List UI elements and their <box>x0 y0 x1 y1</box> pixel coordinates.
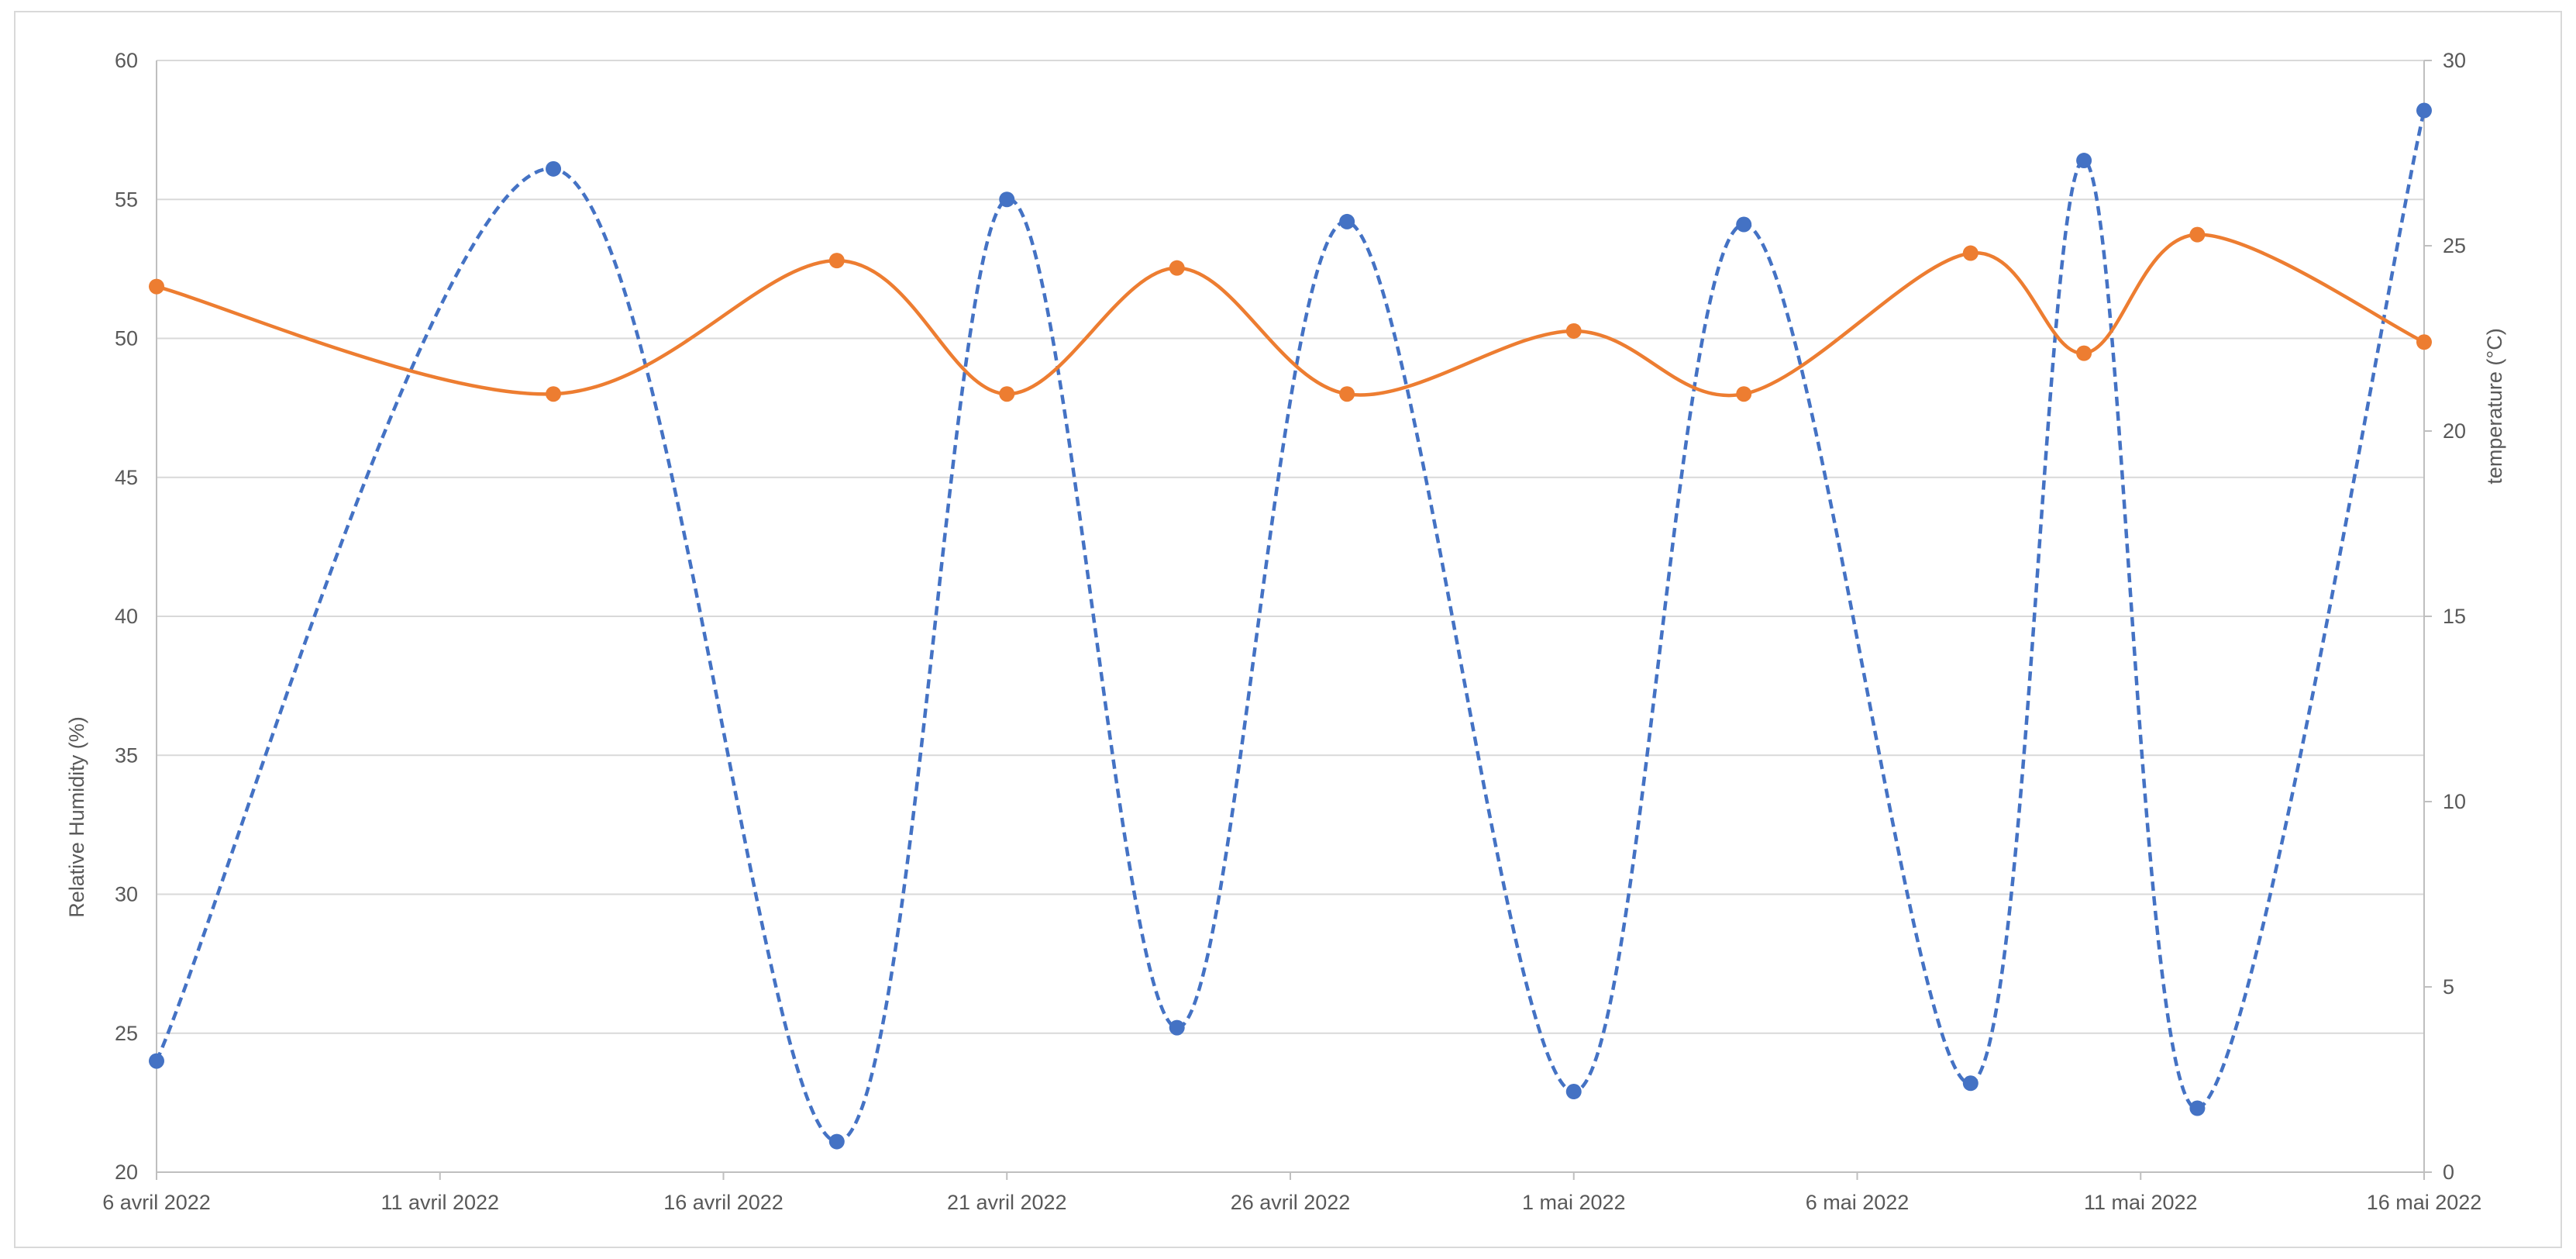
y-axis-title: Relative Humidity (%) <box>65 716 88 918</box>
x-tick-label: 6 avril 2022 <box>102 1191 211 1214</box>
y2-tick-label: 15 <box>2443 605 2466 628</box>
y-tick-label: 25 <box>115 1022 138 1045</box>
x-tick-label: 21 avril 2022 <box>947 1191 1067 1214</box>
x-tick-label: 1 mai 2022 <box>1522 1191 1626 1214</box>
series-1-point <box>1962 1075 1978 1092</box>
series-1-point <box>1339 213 1355 229</box>
y-tick-label: 40 <box>115 605 138 628</box>
series-1-line <box>154 110 2426 1143</box>
series-1-point <box>546 160 562 177</box>
y2-tick-label: 25 <box>2443 234 2466 257</box>
series-points <box>149 102 2432 1150</box>
series-2-point <box>2076 345 2092 361</box>
series-2-point <box>2189 226 2206 243</box>
y2-tick-label: 10 <box>2443 790 2466 813</box>
x-tick-label: 6 mai 2022 <box>1806 1191 1910 1214</box>
series-1-point <box>1169 1019 1185 1036</box>
series-1-point <box>828 1133 845 1150</box>
y-tick-label: 30 <box>115 883 138 906</box>
series-2-point <box>1339 386 1355 402</box>
x-tick-label: 16 mai 2022 <box>2367 1191 2482 1214</box>
y2-tick-label: 20 <box>2443 419 2466 443</box>
x-tick-label: 16 avril 2022 <box>663 1191 783 1214</box>
gridlines <box>157 60 2424 1173</box>
series-2-point <box>828 253 845 269</box>
y2-tick-label: 5 <box>2443 975 2454 999</box>
series-2-point <box>999 386 1015 402</box>
series-2-point <box>2416 334 2432 350</box>
series-2-point <box>1565 323 1582 339</box>
series-2-line <box>156 233 2425 398</box>
series-2-point <box>1169 260 1185 276</box>
series-1-point <box>999 191 1015 208</box>
x-tick-label: 26 avril 2022 <box>1231 1191 1351 1214</box>
series-1-point <box>1736 216 1752 233</box>
y-tick-label: 50 <box>115 327 138 350</box>
series-1-point <box>1565 1084 1582 1100</box>
x-tick-label: 11 mai 2022 <box>2084 1191 2198 1214</box>
y-tick-label: 35 <box>115 743 138 767</box>
series-2-point <box>1736 386 1752 402</box>
right-axis-ticks: 0 5 10 15 20 25 30 <box>2424 49 2466 1184</box>
y2-axis-title: temperature (°C) <box>2483 328 2506 484</box>
y-tick-label: 45 <box>115 466 138 489</box>
series-lines <box>154 110 2426 1143</box>
x-tick-label: 11 avril 2022 <box>381 1191 499 1214</box>
x-axis-ticks: 6 avril 2022 11 avril 2022 16 avril 2022 21… <box>102 1172 2481 1214</box>
y-tick-label: 20 <box>115 1161 138 1184</box>
y2-tick-label: 0 <box>2443 1161 2454 1184</box>
y-tick-label: 55 <box>115 188 138 211</box>
chart-frame <box>14 11 2562 1248</box>
series-1-point <box>2189 1100 2206 1116</box>
series-1-point <box>2076 153 2092 169</box>
series-2-point <box>546 386 562 402</box>
series-2-point <box>149 278 164 295</box>
y2-tick-label: 30 <box>2443 49 2466 72</box>
left-axis-ticks: 20 25 30 35 40 45 50 55 60 <box>115 49 138 1184</box>
series-1-point <box>2416 102 2432 119</box>
series-2-point <box>1962 245 1978 261</box>
y-tick-label: 60 <box>115 49 138 72</box>
series-1-point <box>149 1053 164 1069</box>
